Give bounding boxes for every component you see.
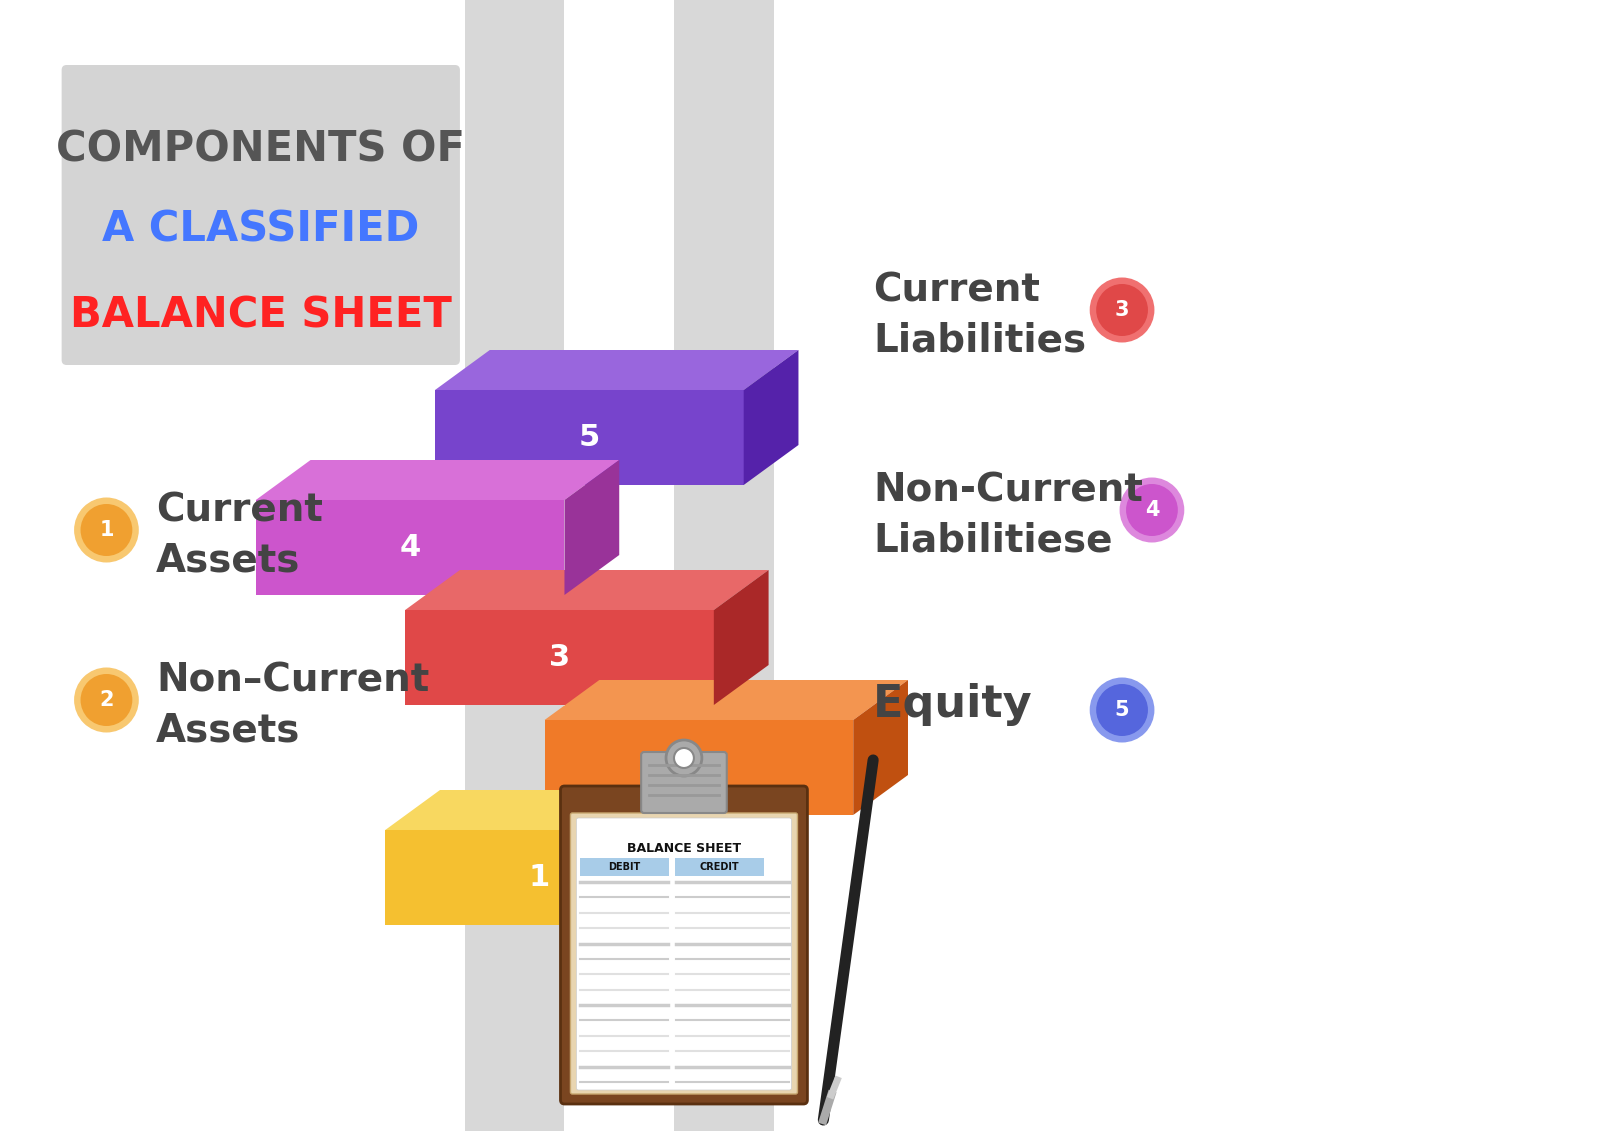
Text: A CLASSIFIED: A CLASSIFIED bbox=[102, 209, 419, 251]
Text: 2: 2 bbox=[688, 753, 709, 782]
Circle shape bbox=[1090, 677, 1155, 742]
Text: 3: 3 bbox=[549, 644, 570, 672]
Circle shape bbox=[1096, 684, 1147, 736]
Circle shape bbox=[80, 674, 133, 726]
Text: 4: 4 bbox=[1144, 500, 1158, 520]
Polygon shape bbox=[256, 460, 619, 500]
Polygon shape bbox=[405, 610, 714, 705]
Polygon shape bbox=[694, 789, 749, 925]
Text: BALANCE SHEET: BALANCE SHEET bbox=[627, 841, 741, 855]
Circle shape bbox=[1120, 477, 1184, 543]
Circle shape bbox=[1126, 484, 1178, 536]
Text: COMPONENTS OF: COMPONENTS OF bbox=[56, 129, 466, 171]
Text: Liabilities: Liabilities bbox=[874, 321, 1086, 359]
Polygon shape bbox=[853, 680, 907, 815]
Text: 3: 3 bbox=[1115, 300, 1130, 320]
Text: CREDIT: CREDIT bbox=[699, 862, 739, 872]
FancyBboxPatch shape bbox=[576, 818, 792, 1090]
Text: BALANCE SHEET: BALANCE SHEET bbox=[70, 294, 451, 336]
Text: DEBIT: DEBIT bbox=[608, 862, 640, 872]
Text: Non-Current: Non-Current bbox=[874, 470, 1142, 509]
Polygon shape bbox=[744, 349, 798, 485]
Circle shape bbox=[74, 498, 139, 562]
Text: Liabilitiese: Liabilitiese bbox=[874, 521, 1112, 559]
Text: 5: 5 bbox=[1115, 700, 1130, 720]
Text: 5: 5 bbox=[579, 423, 600, 452]
FancyBboxPatch shape bbox=[571, 813, 797, 1094]
Circle shape bbox=[666, 740, 702, 776]
Circle shape bbox=[674, 748, 694, 768]
Text: Non–Current: Non–Current bbox=[157, 661, 429, 699]
Text: Equity: Equity bbox=[874, 683, 1032, 726]
Text: Assets: Assets bbox=[157, 711, 301, 749]
Polygon shape bbox=[565, 460, 619, 595]
FancyBboxPatch shape bbox=[642, 752, 726, 813]
FancyBboxPatch shape bbox=[675, 858, 763, 877]
Polygon shape bbox=[386, 830, 694, 925]
FancyBboxPatch shape bbox=[581, 858, 669, 877]
Text: Assets: Assets bbox=[157, 541, 301, 579]
Polygon shape bbox=[435, 349, 798, 390]
Text: Current: Current bbox=[874, 271, 1040, 309]
Text: 1: 1 bbox=[530, 863, 550, 892]
Polygon shape bbox=[544, 680, 907, 720]
Polygon shape bbox=[466, 0, 565, 1131]
FancyBboxPatch shape bbox=[560, 786, 808, 1104]
Polygon shape bbox=[544, 720, 853, 815]
Circle shape bbox=[74, 667, 139, 733]
Text: 2: 2 bbox=[99, 690, 114, 710]
Polygon shape bbox=[674, 0, 773, 1131]
Circle shape bbox=[1090, 277, 1155, 343]
Polygon shape bbox=[435, 390, 744, 485]
Text: 1: 1 bbox=[99, 520, 114, 539]
Text: Current: Current bbox=[157, 491, 323, 529]
Polygon shape bbox=[256, 500, 565, 595]
FancyBboxPatch shape bbox=[62, 64, 459, 365]
Polygon shape bbox=[386, 789, 749, 830]
Polygon shape bbox=[405, 570, 768, 610]
Polygon shape bbox=[714, 570, 768, 705]
Circle shape bbox=[80, 504, 133, 556]
Text: 4: 4 bbox=[400, 533, 421, 562]
Circle shape bbox=[1096, 284, 1147, 336]
